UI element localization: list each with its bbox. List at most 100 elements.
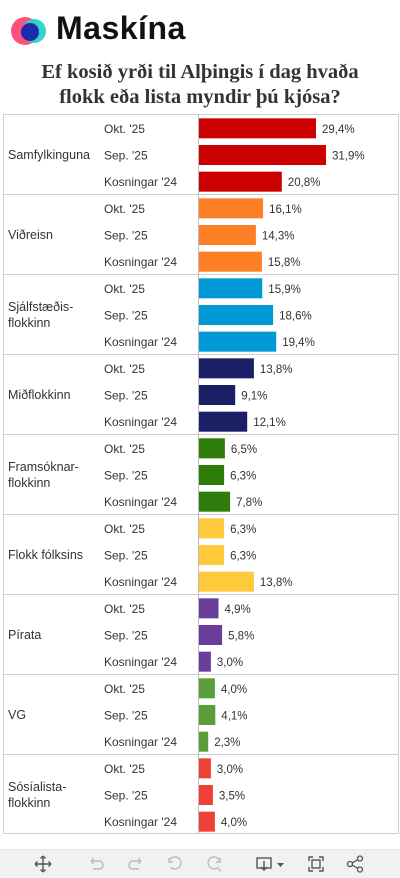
bar [199, 491, 231, 512]
data-label: 15,9% [268, 284, 301, 296]
category-label: Sep. '25 [104, 229, 148, 243]
data-label: 4,0% [221, 817, 247, 829]
category-label: Okt. '25 [104, 122, 145, 136]
party-label: flokkinn [8, 316, 50, 330]
category-label: Kosningar '24 [104, 415, 177, 429]
data-label: 7,8% [236, 497, 262, 509]
chart-title-line-2: flokk eða lista myndir þú kjósa? [59, 86, 341, 108]
party-label: Sjálfstæðis- [8, 300, 73, 314]
category-label: Okt. '25 [104, 682, 145, 696]
party-label: Flokk fólksins [8, 548, 83, 562]
bar [199, 545, 225, 566]
bar [199, 785, 213, 806]
data-label: 16,1% [269, 204, 302, 216]
category-label: Kosningar '24 [104, 815, 177, 829]
bar [199, 358, 254, 379]
maskina-logo [11, 17, 46, 45]
bar [199, 625, 223, 646]
bar [199, 731, 209, 752]
party-label: Samfylkinguna [8, 148, 90, 162]
category-label: Kosningar '24 [104, 495, 177, 509]
data-label: 3,0% [217, 657, 243, 669]
bar [199, 705, 216, 726]
party-label: VG [8, 708, 26, 722]
bar [199, 198, 264, 219]
category-label: Sep. '25 [104, 469, 148, 483]
undo-icon[interactable] [87, 855, 105, 873]
category-label: Okt. '25 [104, 522, 145, 536]
data-label: 19,4% [282, 337, 315, 349]
bar-chart: Samfylkinguna Okt. '25 29,4% Sep. '25 31,9% K… [3, 114, 399, 834]
move-icon[interactable] [34, 855, 52, 873]
party-label: Framsóknar- [8, 460, 79, 474]
redo-icon[interactable] [127, 855, 145, 873]
category-label: Kosningar '24 [104, 575, 177, 589]
data-label: 12,1% [253, 417, 286, 429]
category-label: Sep. '25 [104, 709, 148, 723]
data-label: 15,8% [268, 257, 301, 269]
category-label: Okt. '25 [104, 202, 145, 216]
category-label: Kosningar '24 [104, 335, 177, 349]
party-label: Pírata [8, 628, 41, 642]
category-label: Okt. '25 [104, 602, 145, 616]
data-label: 6,3% [230, 551, 256, 563]
bar [199, 251, 262, 272]
category-label: Okt. '25 [104, 762, 145, 776]
data-label: 9,1% [241, 391, 267, 403]
data-label: 4,1% [221, 711, 247, 723]
bar [199, 438, 225, 459]
category-label: Kosningar '24 [104, 655, 177, 669]
chart-title-line-1: Ef kosið yrði til Alþingis í dag hvaða [41, 61, 359, 83]
bar [199, 171, 282, 192]
bar [199, 278, 263, 299]
share-icon[interactable] [346, 855, 364, 873]
bar [199, 411, 248, 432]
data-label: 2,3% [214, 737, 240, 749]
party-label: flokkinn [8, 796, 50, 810]
data-label: 4,0% [221, 684, 247, 696]
forward-icon[interactable] [205, 855, 223, 873]
party-label: Miðflokkinn [8, 388, 71, 402]
bar [199, 305, 274, 326]
data-label: 18,6% [279, 311, 312, 323]
bar [199, 385, 236, 406]
fullscreen-icon[interactable] [307, 855, 325, 873]
data-label: 13,8% [260, 364, 293, 376]
data-label: 5,8% [228, 631, 254, 643]
reset-icon[interactable] [166, 855, 184, 873]
category-label: Okt. '25 [104, 442, 145, 456]
data-label: 3,0% [217, 764, 243, 776]
bar [199, 331, 277, 352]
download-icon[interactable] [255, 855, 289, 873]
category-label: Sep. '25 [104, 629, 148, 643]
bar [199, 758, 211, 779]
data-label: 20,8% [288, 177, 321, 189]
category-label: Sep. '25 [104, 549, 148, 563]
bar [199, 518, 225, 539]
category-label: Sep. '25 [104, 789, 148, 803]
category-label: Okt. '25 [104, 282, 145, 296]
party-label: Sósíalista- [8, 780, 66, 794]
data-label: 29,4% [322, 124, 355, 136]
category-label: Sep. '25 [104, 389, 148, 403]
category-label: Kosningar '24 [104, 255, 177, 269]
category-label: Sep. '25 [104, 309, 148, 323]
data-label: 6,5% [231, 444, 257, 456]
bar [199, 118, 316, 139]
bar [199, 571, 254, 592]
bar [199, 678, 215, 699]
brand-name: Maskína [56, 10, 186, 46]
bar [199, 651, 211, 672]
data-label: 6,3% [230, 471, 256, 483]
party-label: Viðreisn [8, 228, 53, 242]
data-label: 31,9% [332, 151, 365, 163]
data-label: 6,3% [230, 524, 256, 536]
data-label: 3,5% [219, 791, 245, 803]
bar [199, 145, 326, 166]
bar [199, 465, 225, 486]
chart-title: Ef kosið yrði til Alþingis í dag hvaða f… [0, 60, 400, 110]
header: Maskína [0, 0, 400, 60]
category-label: Kosningar '24 [104, 175, 177, 189]
bar [199, 225, 256, 246]
data-label: 13,8% [260, 577, 293, 589]
